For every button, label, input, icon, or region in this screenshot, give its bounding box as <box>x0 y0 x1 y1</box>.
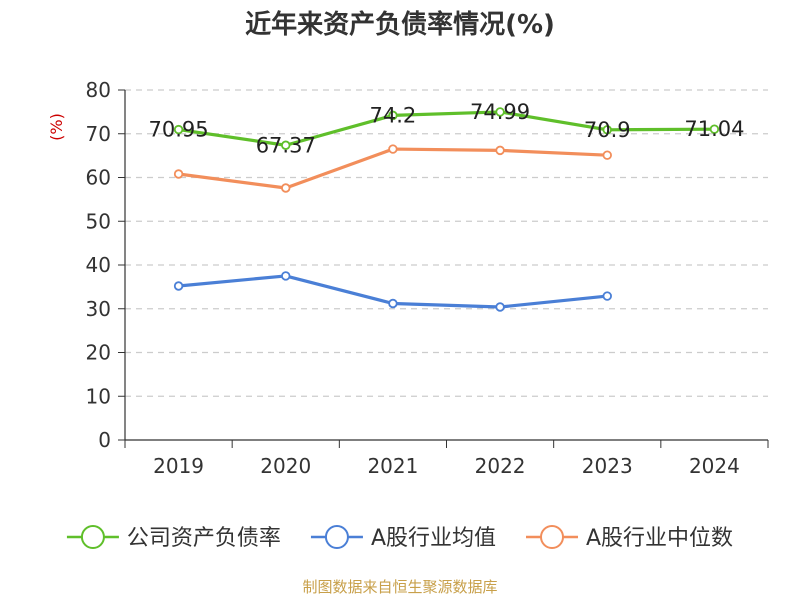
series-line-company <box>178 110 715 147</box>
y-tick-label: 50 <box>86 209 111 233</box>
legend-label: 公司资产负债率 <box>127 526 281 551</box>
x-tick-label: 2024 <box>689 454 740 478</box>
data-label-company: 67.37 <box>256 133 316 157</box>
y-tick-label: 60 <box>86 166 111 190</box>
y-tick-label: 40 <box>86 253 111 277</box>
series-line-industry_median <box>178 147 608 190</box>
data-point-company <box>495 107 505 117</box>
data-point-company <box>709 124 720 134</box>
legend-marker <box>540 525 565 549</box>
y-tick-label: 80 <box>86 78 111 102</box>
data-point-industry_avg <box>388 298 398 309</box>
data-label-company: 70.95 <box>149 118 209 142</box>
data-point-industry_median <box>388 144 398 154</box>
x-tick-label: 2019 <box>153 454 204 478</box>
legend: 公司资产负债率 A股行业均值 A股行业中位数 <box>66 525 733 551</box>
legend-marker <box>324 525 349 549</box>
data-label-company: 74.99 <box>470 100 530 124</box>
data-point-company <box>281 140 291 150</box>
y-axis-unit-label: (%) <box>47 113 66 141</box>
data-label-company: 74.2 <box>370 103 417 127</box>
data-point-company <box>602 125 612 135</box>
y-tick-label: 20 <box>86 341 111 365</box>
x-tick-label: 2020 <box>260 454 311 478</box>
legend-marker <box>80 525 105 549</box>
y-tick-label: 70 <box>86 122 111 146</box>
series <box>173 107 720 312</box>
source-note: 制图数据来自恒生聚源数据库 <box>302 578 498 596</box>
data-point-industry_avg <box>281 271 291 281</box>
legend-label: A股行业中位数 <box>586 526 733 551</box>
x-tick-label: 2022 <box>475 454 526 478</box>
data-point-industry_median <box>281 183 291 193</box>
x-tick-label: 2021 <box>367 454 418 478</box>
data-labels: 70.95 67.37 74.2 74.99 70.9 71.04 <box>149 100 745 157</box>
data-point-company <box>173 124 184 135</box>
y-tick-label: 30 <box>86 297 111 321</box>
data-point-industry_avg <box>173 281 184 291</box>
data-point-industry_avg <box>602 291 612 301</box>
data-point-industry_median <box>173 169 184 179</box>
data-point-company <box>388 110 398 121</box>
data-label-company: 70.9 <box>584 118 631 142</box>
data-point-industry_avg <box>495 302 505 312</box>
chart-title: 近年来资产负债率情况(%) <box>245 10 555 40</box>
legend-item: A股行业中位数 <box>526 525 733 551</box>
legend-item: 公司资产负债率 <box>66 525 281 551</box>
grid-lines <box>125 89 768 397</box>
data-point-industry_median <box>602 150 612 160</box>
x-tick-label: 2023 <box>582 454 633 478</box>
legend-item: A股行业均值 <box>310 525 496 551</box>
data-label-company: 71.04 <box>684 117 744 141</box>
data-point-industry_median <box>495 145 505 156</box>
y-tick-label: 10 <box>86 384 111 408</box>
y-tick-label: 0 <box>98 428 111 452</box>
legend-label: A股行业均值 <box>371 526 496 551</box>
axes: 0 10 20 30 40 50 60 70 80 (%) 2019 2020 2021 2022 2023… <box>47 78 769 478</box>
